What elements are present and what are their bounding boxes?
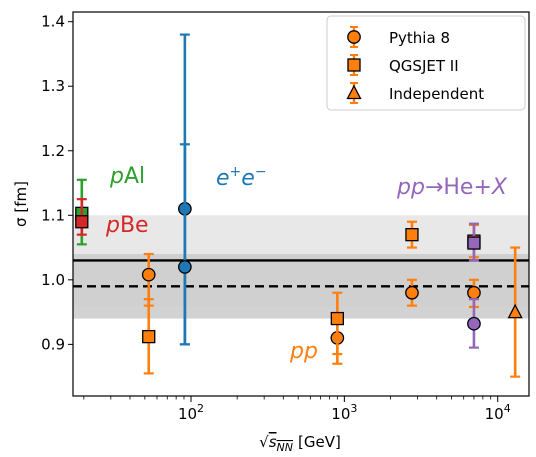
label-pAl-rest: Al bbox=[124, 164, 145, 189]
x-tick-label-exp-1: 3 bbox=[350, 402, 357, 415]
marker-pp-1 bbox=[142, 329, 156, 344]
y-tick-label-4: 1.3 bbox=[41, 77, 65, 95]
y-axis-label: σ [fm] bbox=[12, 181, 30, 227]
y-tick-label-1: 1.0 bbox=[41, 271, 65, 289]
y-axis: 0.9 1.0 1.1 1.2 1.3 1.4 bbox=[41, 13, 73, 353]
point-pp-5 bbox=[405, 220, 419, 249]
legend-label-pythia: Pythia 8 bbox=[389, 29, 450, 47]
x-axis-label-root: √ bbox=[259, 433, 269, 451]
point-pp-4 bbox=[405, 278, 419, 307]
x-tick-label-0: 102 bbox=[178, 402, 204, 423]
marker-pp-3 bbox=[330, 311, 344, 326]
legend-markers bbox=[346, 26, 362, 104]
legend: Pythia 8 QGSJET II Independent bbox=[326, 15, 526, 111]
point-pp-8 bbox=[507, 246, 523, 378]
label-pp: pp bbox=[289, 339, 318, 364]
label-pAl-prefix: p bbox=[109, 164, 124, 189]
x-axis: 102 103 104 bbox=[83, 396, 511, 423]
label-ppHe-suffix: X bbox=[491, 175, 508, 200]
x-tick-label-base-2: 10 bbox=[485, 405, 504, 423]
legend-marker-0 bbox=[347, 30, 361, 44]
label-ee-sup2: − bbox=[255, 164, 267, 180]
legend-marker-2 bbox=[346, 84, 362, 100]
legend-label-qgsjet: QGSJET II bbox=[389, 57, 459, 75]
label-ppHe-prefix: pp bbox=[396, 175, 425, 200]
point-ee-1 bbox=[178, 143, 192, 346]
x-tick-label-base-1: 10 bbox=[331, 405, 350, 423]
data-points bbox=[75, 33, 523, 378]
x-axis-label-unit: [GeV] bbox=[298, 433, 341, 451]
x-tick-label-base-0: 10 bbox=[178, 405, 197, 423]
x-axis-label: √sNN [GeV] bbox=[259, 433, 341, 454]
plot-frame bbox=[72, 11, 530, 397]
point-pBe-0 bbox=[75, 198, 89, 236]
marker-pBe-0 bbox=[75, 215, 89, 229]
x-tick-label-exp-2: 4 bbox=[504, 402, 511, 415]
label-ee-e1: e bbox=[216, 166, 230, 191]
y-tick-label-3: 1.2 bbox=[41, 142, 65, 160]
label-ee-e2: e bbox=[241, 166, 255, 191]
label-pBe-rest: Be bbox=[120, 213, 149, 238]
x-tick-label-1: 103 bbox=[331, 402, 357, 423]
marker-ppHe-1 bbox=[467, 236, 481, 250]
label-ppHe-mid: →He+ bbox=[425, 175, 492, 200]
legend-label-independent: Independent bbox=[389, 85, 484, 103]
y-tick-label-0: 0.9 bbox=[41, 335, 65, 353]
legend-box bbox=[326, 15, 526, 111]
marker-pp-0 bbox=[141, 267, 156, 282]
y-tick-label-5: 1.4 bbox=[41, 13, 65, 31]
x-tick-label-2: 104 bbox=[485, 402, 511, 423]
marker-pp-4 bbox=[405, 285, 419, 300]
label-ee: e+e− bbox=[216, 164, 267, 191]
label-ppHe: pp→He+X bbox=[396, 175, 508, 200]
point-pp-3 bbox=[330, 291, 344, 365]
x-axis-label-var: s bbox=[269, 433, 277, 451]
legend-marker-1 bbox=[347, 58, 361, 72]
label-pBe-prefix: p bbox=[105, 213, 120, 238]
label-ee-sup1: + bbox=[230, 164, 242, 180]
point-pp-1 bbox=[142, 298, 156, 375]
marker-pp-5 bbox=[405, 228, 419, 242]
marker-ee-1 bbox=[178, 260, 192, 274]
marker-pp-6 bbox=[467, 285, 481, 300]
point-ppHe-0 bbox=[467, 298, 481, 349]
point-ppHe-1 bbox=[467, 222, 481, 262]
x-tick-label-exp-0: 2 bbox=[197, 402, 204, 415]
x-axis-label-sub: NN bbox=[277, 441, 293, 454]
label-pAl: pAl bbox=[109, 164, 145, 189]
y-tick-label-2: 1.1 bbox=[41, 206, 65, 224]
label-pBe: pBe bbox=[105, 213, 149, 238]
marker-pp-8 bbox=[507, 303, 523, 319]
point-pp-0 bbox=[141, 252, 156, 307]
marker-ppHe-0 bbox=[467, 316, 481, 331]
